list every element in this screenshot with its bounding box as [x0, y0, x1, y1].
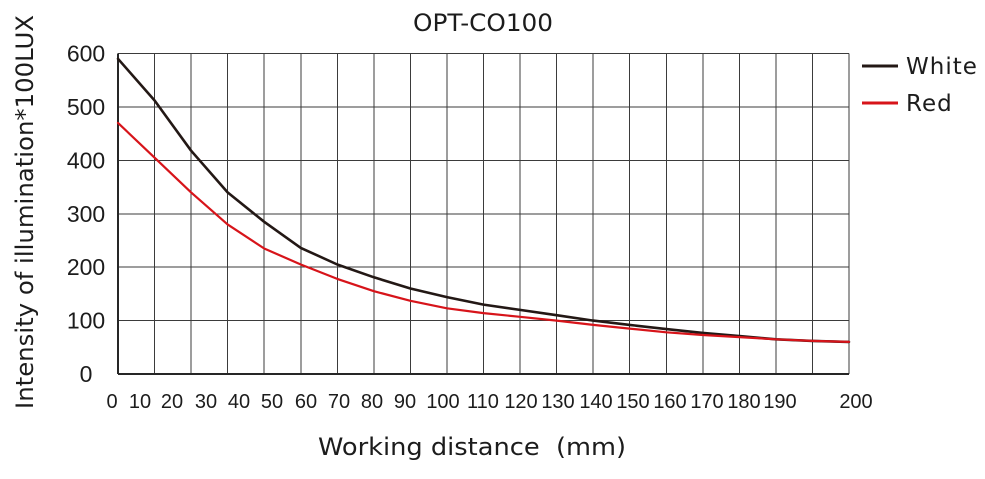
- axes: [117, 53, 849, 375]
- legend-label: White: [906, 54, 978, 80]
- x-tick-label: 40: [228, 391, 250, 413]
- x-tick-label: 80: [361, 391, 383, 413]
- chart-title: OPT-CO100: [413, 9, 553, 37]
- legend-item-red: Red: [862, 91, 953, 117]
- x-tick-label: 0: [106, 391, 117, 413]
- x-tick-label: 20: [161, 391, 183, 413]
- series-line-red: [116, 121, 851, 343]
- x-axis-label: Working distance (mm): [318, 433, 626, 461]
- x-tick-label: 110: [467, 391, 499, 413]
- y-tick-label: 500: [67, 94, 105, 120]
- y-tick-label: 400: [67, 147, 105, 173]
- x-tick-label: 90: [394, 391, 416, 413]
- x-tick-label: 10: [129, 391, 151, 413]
- series-lines: [116, 57, 851, 344]
- x-tick-labels: 0 10 20 30 40 50 60 70 80 90 100 110 120 130 140 150 160…: [106, 391, 872, 413]
- x-tick-label: 150: [616, 391, 649, 413]
- y-tick-label: 300: [67, 201, 105, 227]
- series-line-white: [116, 57, 851, 344]
- x-tick-label: 200: [839, 391, 872, 413]
- x-tick-label: 100: [426, 391, 459, 413]
- x-tick-label: 50: [261, 391, 283, 413]
- y-axis-label: Intensity of illumination*100LUX: [11, 15, 39, 409]
- x-tick-label: 190: [763, 391, 796, 413]
- y-tick-label: 600: [67, 41, 105, 67]
- x-tick-label: 120: [504, 391, 537, 413]
- y-tick-label: 100: [67, 308, 105, 334]
- x-tick-label: 60: [295, 391, 317, 413]
- legend: White Red: [862, 54, 978, 117]
- y-tick-label: 200: [67, 254, 105, 280]
- x-tick-label: 30: [195, 391, 217, 413]
- x-tick-label: 70: [328, 391, 350, 413]
- y-tick-labels: 0 100 200 300 400 500 600: [67, 41, 105, 388]
- legend-label: Red: [906, 91, 953, 117]
- x-tick-label: 130: [541, 391, 574, 413]
- x-tick-label: 170: [690, 391, 723, 413]
- x-tick-label: 160: [653, 391, 686, 413]
- legend-item-white: White: [862, 54, 978, 80]
- grid: [117, 53, 850, 375]
- y-tick-label: 0: [80, 361, 93, 387]
- x-tick-label: 180: [727, 391, 760, 413]
- x-tick-label: 140: [579, 391, 612, 413]
